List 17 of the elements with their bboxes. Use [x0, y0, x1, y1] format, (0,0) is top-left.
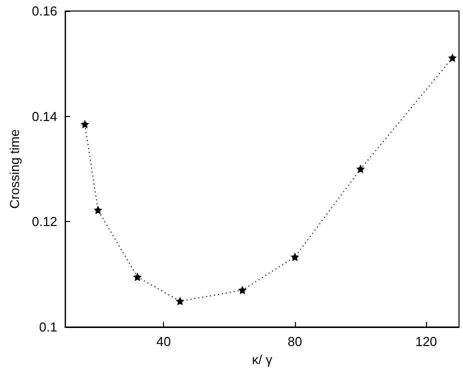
point [176, 298, 184, 305]
point [238, 286, 246, 294]
x-tick-label: 120 [415, 334, 438, 349]
point [134, 273, 141, 281]
point [448, 54, 456, 62]
y-tick-label: 0.16 [32, 4, 58, 18]
y-tick-label: 0.1 [39, 320, 58, 334]
x-tick-label: 40 [156, 334, 171, 349]
point [81, 120, 88, 128]
point [94, 206, 102, 214]
y-tick-label: 0.12 [32, 214, 58, 230]
y-axis-title: Crossing time [7, 129, 22, 209]
x-axis-title: κ/ γ [252, 352, 273, 367]
point [291, 253, 299, 261]
point [356, 165, 364, 173]
x-tick-label: 80 [288, 334, 302, 349]
y-tick-label: 0.14 [32, 108, 58, 124]
